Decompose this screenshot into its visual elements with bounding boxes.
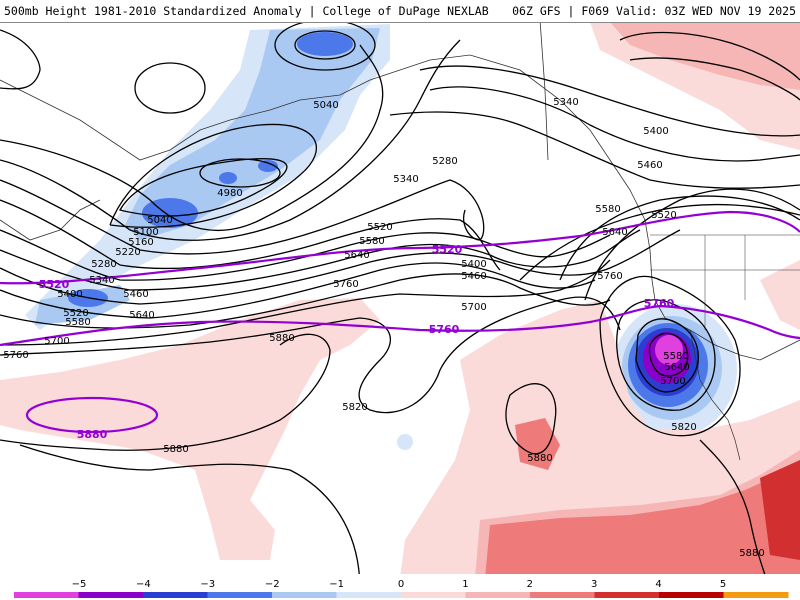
colorbar-ticks: −5 −4 −3 −2 −1 0 1 2 3 4 5 <box>72 579 727 590</box>
highlight-label-group: 5520 5520 5760 5760 5880 <box>39 243 675 441</box>
contour-label: 5580 <box>595 204 620 215</box>
highlight-contours <box>0 210 800 434</box>
contour-label: 5700 <box>461 302 486 313</box>
colorbar-tick-label: 0 <box>398 579 404 590</box>
colorbar-swatch <box>14 592 79 598</box>
title-bar: 500mb Height 1981-2010 Standardized Anom… <box>0 0 800 23</box>
highlight-label: 5520 <box>39 278 70 291</box>
contour-label: 5640 <box>129 310 154 321</box>
contour-label: 5520 <box>651 210 676 221</box>
contour-label: 5700 <box>44 336 69 347</box>
contour-label: 5820 <box>671 422 696 433</box>
anomaly-shading <box>0 22 800 578</box>
colorbar-tick-label: −5 <box>72 579 87 590</box>
contour-label: 5580 <box>359 236 384 247</box>
contour-label: 5760 <box>333 279 358 290</box>
contour-label: 5580 <box>65 317 90 328</box>
colorbar-tick-label: −3 <box>200 579 215 590</box>
contour-label: 5400 <box>57 289 82 300</box>
colorbar-swatch <box>207 592 273 598</box>
contour-label: 5820 <box>342 402 367 413</box>
contour-label: 5400 <box>643 126 668 137</box>
contour-5520-highlight <box>0 210 800 285</box>
highlight-label: 5760 <box>429 323 460 336</box>
colorbar-tick-label: −2 <box>265 579 280 590</box>
colorbar-tick-label: −1 <box>329 579 344 590</box>
contour-label: 5100 <box>133 227 158 238</box>
contour-5880-highlight <box>25 396 159 434</box>
colorbar-swatch <box>659 592 724 598</box>
contour-5760-highlight <box>0 304 800 347</box>
contour-label: 5040 <box>313 100 338 111</box>
highlight-label: 5760 <box>644 297 675 310</box>
product-title: 500mb Height 1981-2010 Standardized Anom… <box>4 4 489 18</box>
contour-label: 5520 <box>367 222 392 233</box>
contour-label: 5880 <box>739 548 764 559</box>
highlight-label: 5520 <box>432 243 463 256</box>
contour-label: 5760 <box>597 271 622 282</box>
contour-label: 5340 <box>553 97 578 108</box>
colorbar-tick-label: 4 <box>655 579 661 590</box>
contour-label: 5880 <box>163 444 188 455</box>
contour-label: 5220 <box>115 247 140 258</box>
colorbar-tick-label: 2 <box>527 579 533 590</box>
colorbar-swatch <box>78 592 144 598</box>
contour-label: 5520 <box>63 308 88 319</box>
colorbar: −5 −4 −3 −2 −1 0 1 2 3 4 5 <box>0 574 800 600</box>
height-contours <box>0 22 800 578</box>
contour-label: 5640 <box>602 227 627 238</box>
contour-label: 5760 <box>3 350 28 361</box>
contour-label-group: 5340 5400 5460 5040 5280 5340 4980 5040 … <box>3 97 764 559</box>
contour-label: 5040 <box>147 215 172 226</box>
colorbar-swatch <box>465 592 531 598</box>
colorbar-swatch <box>272 592 337 598</box>
colorbar-swatch <box>143 592 208 598</box>
colorbar-swatch <box>401 592 466 598</box>
contour-low-n <box>274 22 376 71</box>
contour-label: 5340 <box>393 174 418 185</box>
contour-label: 5700 <box>660 376 685 387</box>
contour-label: 5580 <box>663 351 688 362</box>
contour-label: 5460 <box>637 160 662 171</box>
contour-label: 5400 <box>461 259 486 270</box>
contour-label: 5640 <box>344 250 369 261</box>
contour-label: 5640 <box>664 362 689 373</box>
colorbar-swatch <box>336 592 402 598</box>
contour-label: 5460 <box>123 289 148 300</box>
colorbar-swatch <box>723 592 789 598</box>
highlight-label: 5880 <box>77 428 108 441</box>
contour-label: 5880 <box>269 333 294 344</box>
contour-label: 5160 <box>128 237 153 248</box>
colorbar-tick-label: −4 <box>136 579 151 590</box>
colorbar-swatch <box>530 592 595 598</box>
colorbar-swatches <box>14 592 789 598</box>
contour-label: 5280 <box>91 259 116 270</box>
positive-anomaly-pacific <box>0 298 380 560</box>
anomaly-map: 5340 5400 5460 5040 5280 5340 4980 5040 … <box>0 22 800 578</box>
colorbar-tick-label: 5 <box>720 579 726 590</box>
contour-label: 5460 <box>461 271 486 282</box>
contour-label: 5280 <box>432 156 457 167</box>
colorbar-swatch <box>594 592 660 598</box>
colorbar-tick-label: 1 <box>462 579 468 590</box>
contour-label: 4980 <box>217 188 242 199</box>
coastlines <box>0 22 800 461</box>
contour-label: 5340 <box>89 275 114 286</box>
contour-label: 5880 <box>527 453 552 464</box>
model-valid-time: 06Z GFS | F069 Valid: 03Z WED NOV 19 202… <box>512 4 796 18</box>
colorbar-tick-label: 3 <box>591 579 597 590</box>
